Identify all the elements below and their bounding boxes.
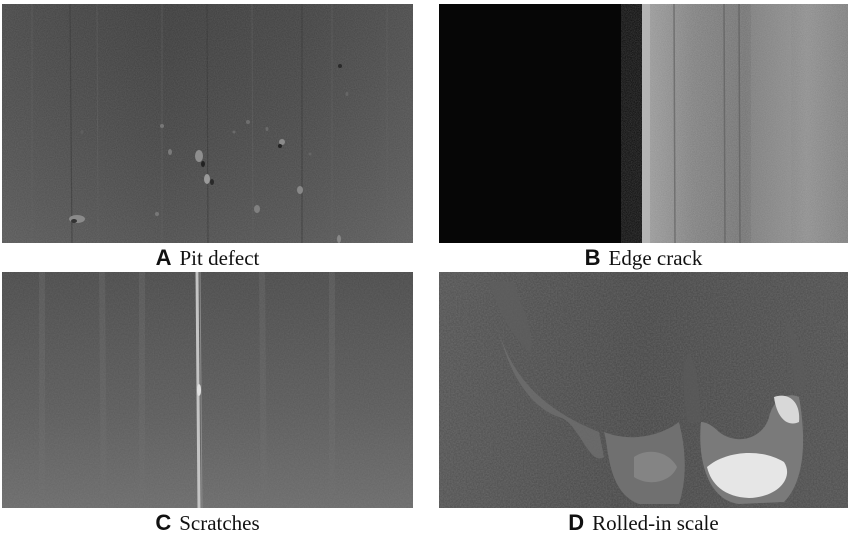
panel-b-edge-crack-image [439, 4, 848, 243]
panel-letter-b: B [584, 245, 601, 270]
caption-panel-b: B Edge crack [439, 243, 848, 273]
panel-letter-a: A [155, 245, 172, 270]
panel-letter-c: C [155, 510, 172, 535]
caption-panel-c: C Scratches [2, 508, 413, 538]
scale-regions [489, 282, 806, 504]
panel-label-a: Pit defect [179, 245, 260, 270]
pit-marks [69, 64, 349, 243]
panel-d-rolled-in-scale-image [439, 272, 848, 508]
panel-c-scratches-image [2, 272, 413, 508]
panel-label-c: Scratches [179, 510, 260, 535]
panel-label-d: Rolled-in scale [592, 510, 719, 535]
panel-letter-d: D [568, 510, 585, 535]
caption-panel-d: D Rolled-in scale [439, 508, 848, 538]
panel-a-pit-defect-image [2, 4, 413, 243]
panel-label-b: Edge crack [608, 245, 703, 270]
caption-panel-a: A Pit defect [2, 243, 413, 273]
scratch-mark [195, 272, 203, 508]
